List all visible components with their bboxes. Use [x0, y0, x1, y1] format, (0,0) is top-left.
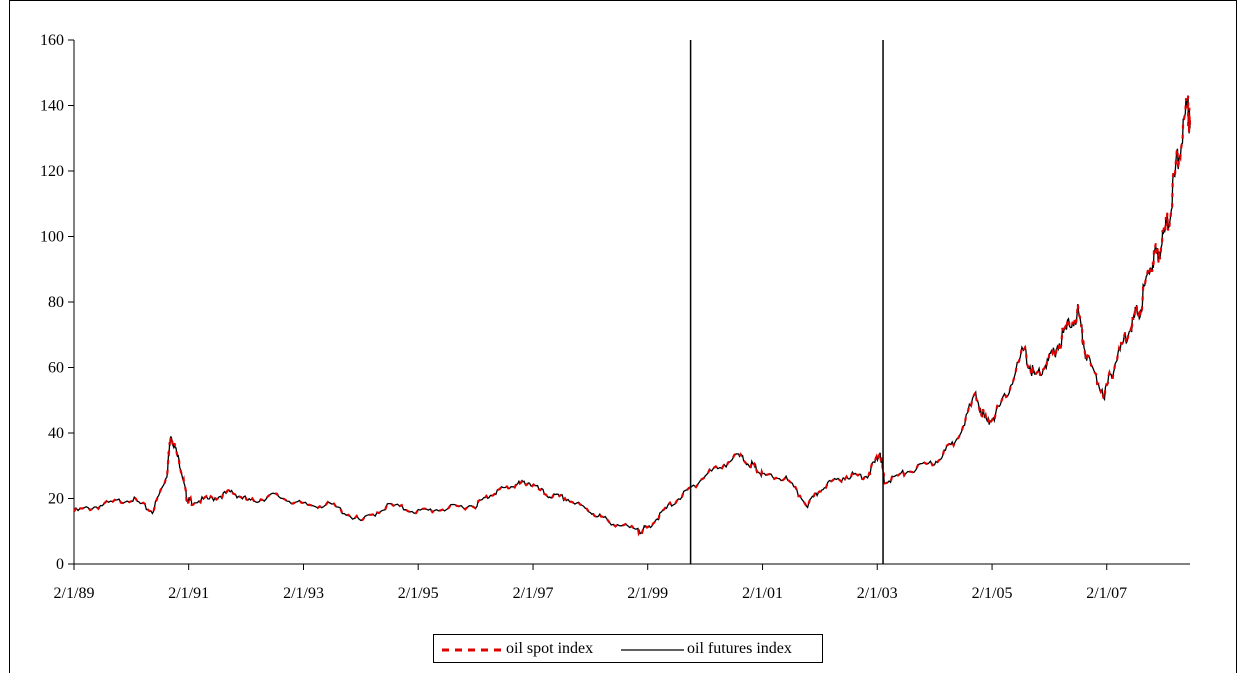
event-lines	[689, 40, 884, 564]
x-tick-label: 2/1/89	[54, 585, 95, 602]
x-tick-label: 2/1/93	[283, 585, 324, 602]
series-layer	[73, 95, 1192, 537]
y-tick-label: 100	[40, 229, 64, 246]
legend: oil spot index oil futures index	[433, 634, 823, 663]
x-tick-label: 2/1/03	[857, 585, 898, 602]
x-tick-label: 2/1/01	[742, 585, 783, 602]
y-tick-label: 120	[40, 163, 64, 180]
y-tick-label: 80	[48, 294, 64, 311]
y-tick-label: 40	[48, 425, 64, 442]
legend-label-spot: oil spot index	[506, 640, 594, 657]
legend-label-futures: oil futures index	[687, 640, 792, 657]
x-tick-label: 2/1/91	[168, 585, 209, 602]
chart-frame	[9, 0, 1237, 673]
x-tick-label: 2/1/97	[513, 585, 554, 602]
y-tick-label: 0	[56, 556, 64, 573]
x-tick-label: 2/1/05	[972, 585, 1013, 602]
y-tick-label: 160	[40, 32, 64, 49]
y-tick-label: 20	[48, 491, 64, 508]
series-line-oil-spot	[73, 95, 1192, 537]
x-tick-label: 2/1/95	[398, 585, 439, 602]
y-tick-label: 60	[48, 360, 64, 377]
y-tick-label: 140	[40, 98, 64, 115]
series-line-oil-futures	[73, 95, 1191, 536]
x-tick-label: 2/1/99	[627, 585, 668, 602]
x-tick-label: 2/1/07	[1086, 585, 1127, 602]
axes: 0 20 40 60 80 100 120 140 160 2/1/89 2/1/91 2/1/93 2…	[40, 32, 1190, 602]
